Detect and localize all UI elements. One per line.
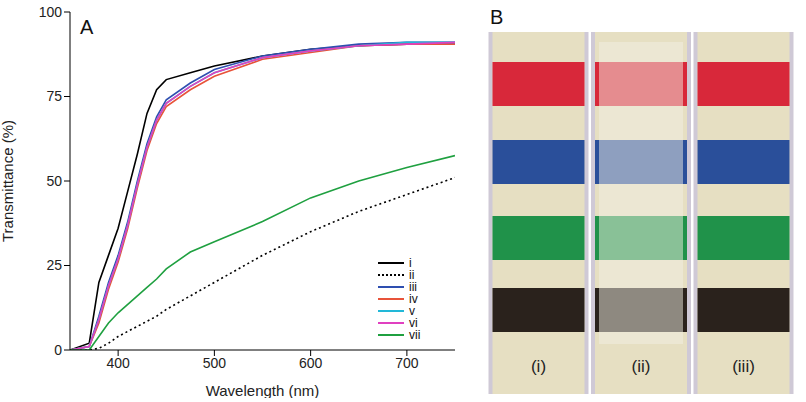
html-text:i: i xyxy=(409,256,412,271)
svg-text:(ii): (ii) xyxy=(632,357,651,376)
html-text:iii: iii xyxy=(409,280,417,295)
svg-text:(i): (i) xyxy=(531,357,546,376)
svg-text:(iii): (iii) xyxy=(732,357,755,376)
svg-text:B: B xyxy=(490,6,503,28)
html-text:vi: vi xyxy=(409,316,418,331)
svg-text:400: 400 xyxy=(106,355,130,371)
html-text:iv: iv xyxy=(409,292,418,307)
svg-text:700: 700 xyxy=(395,355,419,371)
svg-text:25: 25 xyxy=(46,257,62,273)
html-text:A: A xyxy=(80,16,94,38)
svg-text:50: 50 xyxy=(46,173,62,189)
svg-text:0: 0 xyxy=(54,342,62,358)
svg-text:75: 75 xyxy=(46,88,62,104)
html-text:vii: vii xyxy=(409,328,421,343)
svg-text:500: 500 xyxy=(203,355,227,371)
svg-text:Transmittance (%): Transmittance (%) xyxy=(0,120,16,242)
svg-text:Wavelength (nm): Wavelength (nm) xyxy=(206,382,320,398)
svg-text:100: 100 xyxy=(39,4,63,20)
html-text:v: v xyxy=(409,304,415,319)
html-text:ii: ii xyxy=(409,268,415,283)
svg-text:600: 600 xyxy=(299,355,323,371)
